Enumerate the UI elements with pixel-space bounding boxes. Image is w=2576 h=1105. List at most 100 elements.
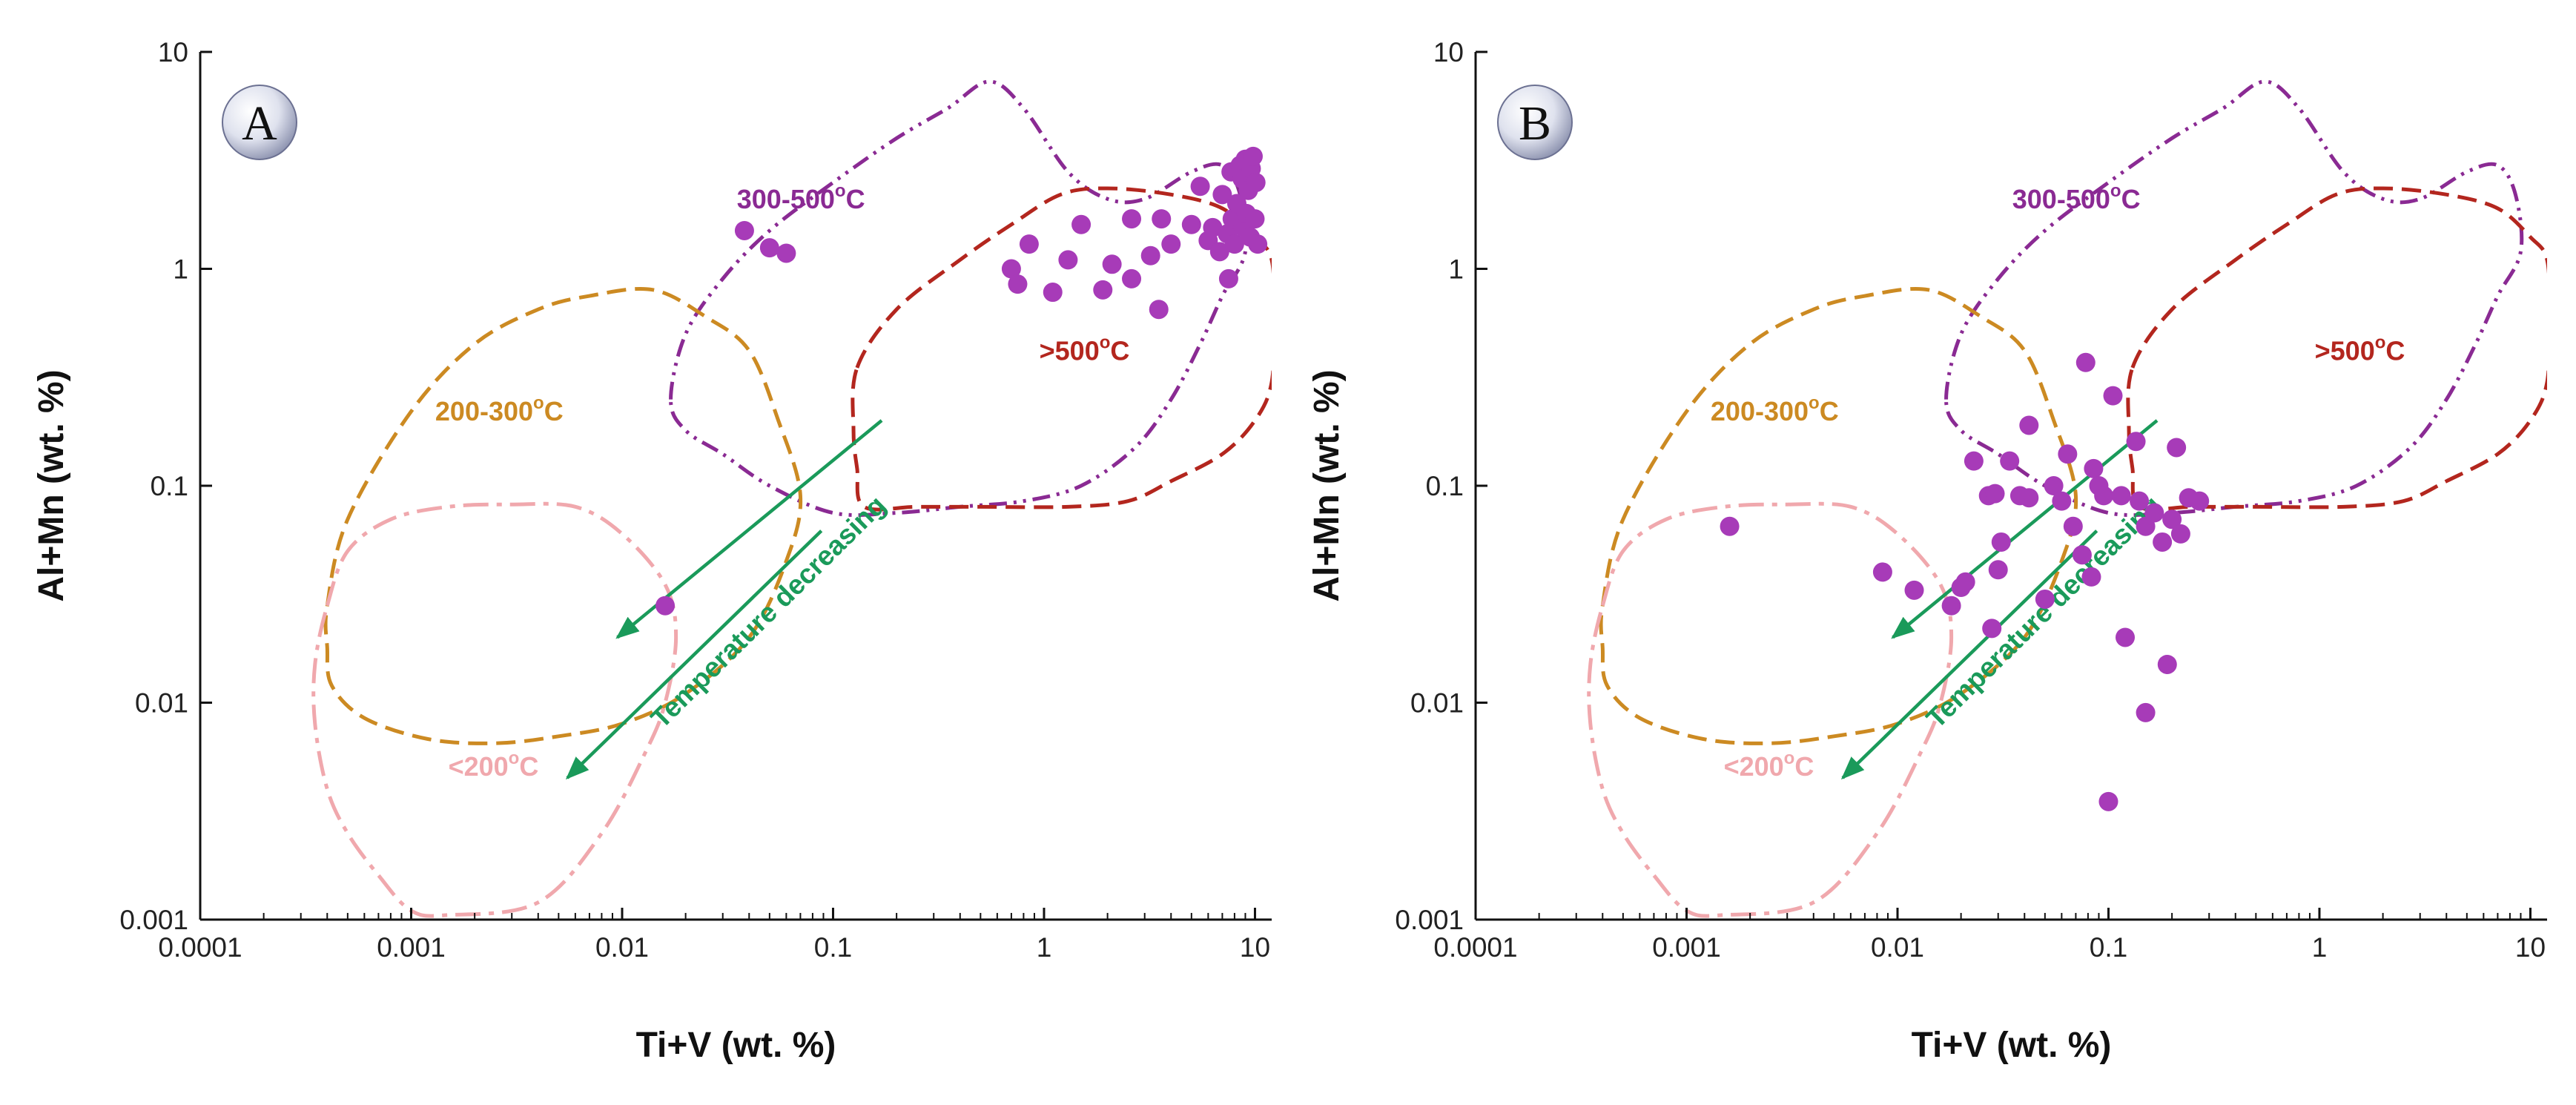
x-tick-label: 0.001 [1652,932,1721,963]
x-tick-label: 10 [2515,932,2546,963]
temperature-arrow [565,530,823,780]
data-point [2190,491,2210,511]
data-point [1058,250,1078,270]
data-point [1152,209,1172,229]
data-point [1955,572,1975,592]
data-point [2058,444,2078,464]
data-point [1248,234,1268,254]
data-point [2111,486,2131,506]
x-tick-label: 0.0001 [1433,932,1517,963]
data-point [1991,532,2011,552]
data-point [1720,516,1740,536]
data-point [759,238,779,258]
data-point [2153,532,2173,552]
data-point [1093,280,1113,300]
data-point [2052,491,2072,511]
data-point [2162,509,2182,530]
region-label: 200-300oC [1711,393,1839,426]
data-point [1988,560,2008,580]
data-point [2157,654,2177,674]
data-point [776,243,796,263]
region-label: >500oC [2315,332,2405,366]
temperature-arrow [1891,419,2159,639]
data-point [1190,177,1210,197]
data-point [2103,386,2123,406]
y-axis-title: Al+Mn (wt. %) [32,369,71,601]
region-outline [851,186,1272,512]
data-point [1941,596,1961,616]
data-point [1122,209,1142,229]
data-point [2072,545,2092,565]
y-tick-label: 0.001 [1395,905,1464,935]
y-tick-label: 0.001 [119,905,188,935]
data-point [2130,491,2150,511]
data-point [2170,524,2190,544]
temperature-annotation: Temperature decreasing [645,489,892,733]
data-point [1246,173,1266,193]
region-label: 300-500oC [737,181,865,214]
data-point [2019,415,2039,435]
x-tick-label: 1 [1037,932,1052,963]
data-point [2136,702,2156,722]
data-point [1245,209,1265,229]
x-tick-label: 0.0001 [158,932,242,963]
data-point [2081,567,2101,587]
data-point [2063,516,2083,536]
region-outline [1587,501,1954,918]
region-label: <200oC [449,748,539,782]
temperature-arrow [1840,530,2098,780]
panel-b: 300-500oC>500oC200-300oC<200oCTemperatur… [1307,37,2547,1065]
region-label: 200-300oC [435,393,564,426]
y-tick-label: 0.1 [1426,471,1464,501]
panel-label: A [242,96,277,151]
data-point [2019,488,2039,508]
y-tick-label: 0.1 [151,471,188,501]
x-tick-label: 0.1 [814,932,852,963]
region-label: 300-500oC [2012,181,2141,214]
y-tick-label: 10 [1433,37,1464,67]
x-tick-label: 0.01 [1871,932,1924,963]
data-points [1720,352,2210,811]
x-tick-label: 0.1 [2090,932,2127,963]
data-point [2084,458,2104,478]
panel-label: B [1519,96,1551,151]
data-point [1964,451,1984,471]
data-point [2094,486,2114,506]
data-point [2098,791,2118,811]
region-outline [1944,79,2524,518]
x-axis-title: Ti+V (wt. %) [636,1026,836,1065]
data-point [2000,451,2020,471]
data-point [1019,234,1039,254]
data-point [1140,245,1160,265]
region-label: <200oC [1724,748,1814,782]
data-point [1203,217,1223,237]
x-axis-title: Ti+V (wt. %) [1912,1026,2112,1065]
data-point [655,596,676,616]
data-point [2044,476,2064,495]
y-axis-title: Al+Mn (wt. %) [1307,369,1347,601]
x-tick-label: 0.001 [377,932,446,963]
data-point [1161,234,1181,254]
y-tick-label: 10 [158,37,188,67]
y-tick-label: 1 [1448,254,1464,285]
region-outline [311,501,678,918]
data-point [734,220,754,240]
region-outline [1599,286,2078,745]
data-point [2116,627,2136,647]
data-point [1008,274,1028,294]
y-tick-label: 1 [173,254,188,285]
panel-badge [222,85,297,160]
data-point [1218,268,1238,288]
data-point [1872,562,1892,582]
data-point [2075,352,2096,372]
y-tick-label: 0.01 [1410,688,1464,719]
data-point [2167,438,2187,458]
data-point [2126,432,2146,452]
data-point [1243,146,1263,166]
data-point [1904,580,1924,600]
x-tick-label: 0.01 [595,932,649,963]
data-point [1102,254,1122,274]
data-point [1209,242,1229,262]
y-tick-label: 0.01 [135,688,188,719]
region-label: >500oC [1040,332,1130,366]
